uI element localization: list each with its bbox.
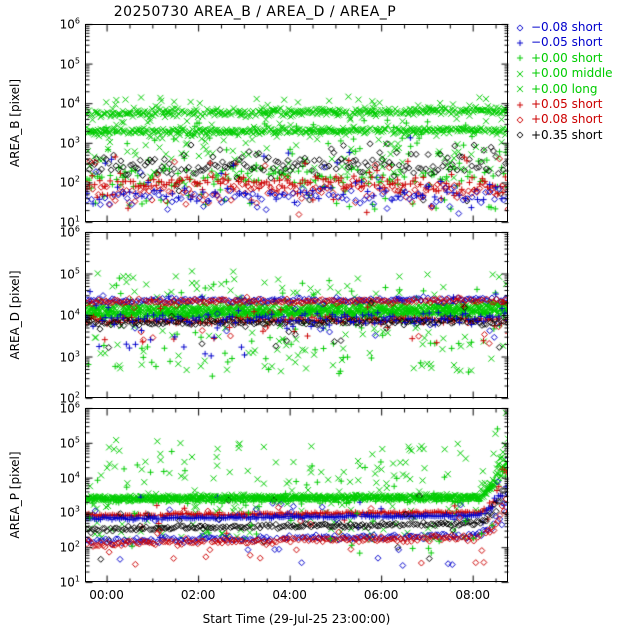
- y-tick-label: 106: [59, 16, 80, 32]
- y-tick-label: 106: [59, 224, 80, 240]
- y-axis-label-area-d: AREA_D [pixel]: [8, 270, 22, 360]
- legend-item[interactable]: +0.00 short: [512, 51, 640, 66]
- x-tick-label: 06:00: [363, 588, 399, 602]
- legend-item[interactable]: +0.00 middle: [512, 66, 640, 81]
- y-tick-label: 105: [59, 435, 80, 451]
- plus-marker-icon: [512, 97, 528, 112]
- legend-item[interactable]: +0.05 short: [512, 97, 640, 112]
- y-tick-label: 104: [59, 307, 80, 323]
- legend-label: +0.00 middle: [531, 66, 613, 81]
- y-tick-label: 103: [59, 349, 80, 364]
- plot-panel-area-d[interactable]: [85, 232, 508, 398]
- legend-label: −0.05 short: [531, 35, 603, 50]
- y-tick-label: 102: [59, 174, 80, 190]
- y-tick-label: 102: [59, 539, 80, 555]
- y-tick-label: 101: [59, 574, 80, 590]
- scatter-canvas-area-d: [86, 233, 507, 397]
- x-axis-label: Start Time (29-Jul-25 23:00:00): [202, 612, 391, 626]
- x-axis-tick-row: 00:00 02:00 04:00 06:00 08:00: [85, 584, 508, 604]
- legend-item[interactable]: −0.05 short: [512, 35, 640, 51]
- legend-label: +0.08 short: [531, 112, 603, 127]
- legend-label: +0.00 short: [531, 50, 603, 65]
- legend-item[interactable]: +0.00 long: [512, 82, 640, 97]
- legend-label: +0.00 long: [531, 81, 598, 96]
- y-tick-label: 106: [59, 400, 80, 416]
- diamond-marker-icon: [512, 20, 528, 35]
- y-axis-ticks-area-b: 106 105 104 103 102 101: [28, 17, 80, 230]
- diamond-marker-icon: [512, 128, 528, 143]
- x-tick-label: 02:00: [180, 588, 216, 602]
- diamond-marker-icon: [512, 113, 528, 128]
- legend: −0.08 short −0.05 short +0.00 short +0.00 m…: [512, 20, 640, 143]
- plus-marker-icon: [512, 36, 528, 51]
- y-tick-label: 105: [59, 266, 80, 281]
- plus-marker-icon: [512, 51, 528, 66]
- x-tick-label: 04:00: [272, 588, 307, 602]
- legend-label: +0.35 short: [531, 127, 603, 142]
- y-axis-label-area-b: AREA_B [pixel]: [8, 78, 22, 168]
- legend-item[interactable]: +0.08 short: [512, 112, 640, 128]
- y-tick-label: 103: [59, 504, 80, 520]
- y-axis-ticks-area-d: 106 105 104 103 102: [28, 225, 80, 406]
- cross-marker-icon: [512, 66, 528, 81]
- y-tick-label: 104: [59, 95, 80, 111]
- x-tick-label: 00:00: [89, 588, 124, 602]
- cross-marker-icon: [512, 82, 528, 97]
- scatter-canvas-area-b: [86, 25, 507, 221]
- y-tick-label: 104: [59, 470, 80, 486]
- plot-panel-area-b[interactable]: [85, 24, 508, 222]
- legend-item[interactable]: −0.08 short: [512, 20, 640, 35]
- legend-item[interactable]: +0.35 short: [512, 128, 640, 143]
- y-axis-ticks-area-p: 106 105 104 103 102 101: [28, 401, 80, 590]
- legend-label: +0.05 short: [531, 96, 603, 111]
- y-axis-label-area-p: AREA_P [pixel]: [8, 451, 22, 539]
- y-tick-label: 103: [59, 135, 80, 151]
- x-tick-label: 08:00: [455, 588, 490, 602]
- plot-panel-area-p[interactable]: [85, 408, 508, 582]
- legend-label: −0.08 short: [531, 20, 603, 34]
- y-tick-label: 105: [59, 56, 80, 72]
- scatter-canvas-area-p: [86, 409, 507, 581]
